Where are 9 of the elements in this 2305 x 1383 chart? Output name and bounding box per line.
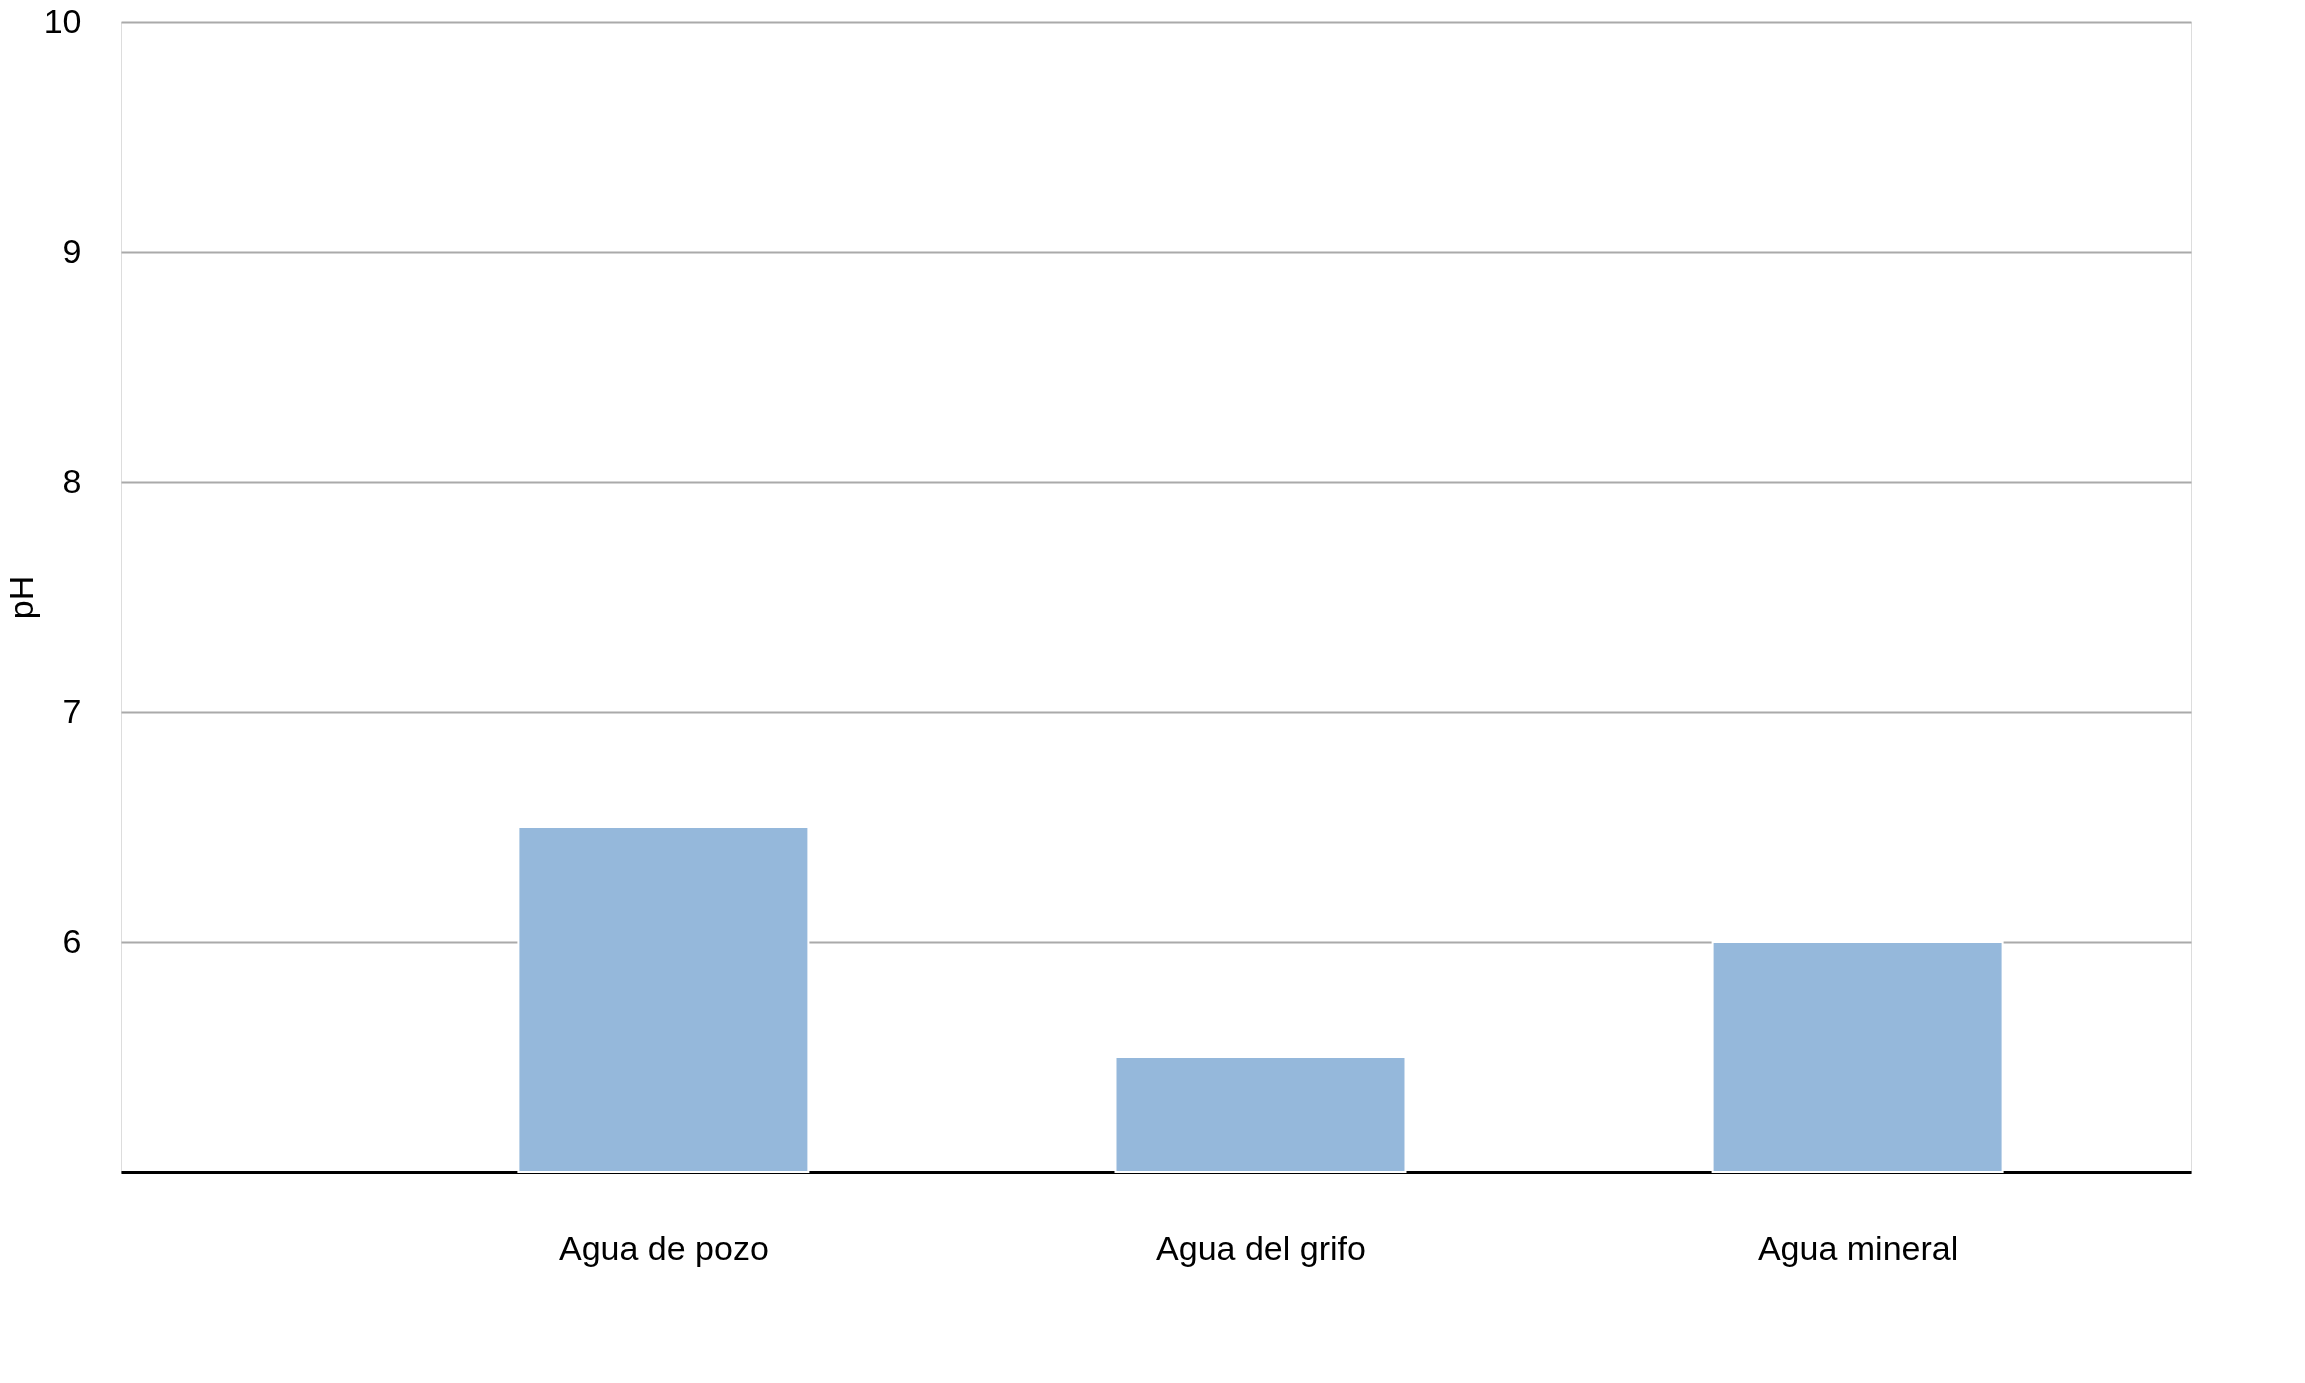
y-tick-label: 9 (62, 231, 82, 270)
y-axis-title: pH (1, 575, 40, 620)
y-tick-label: 8 (62, 461, 82, 500)
x-tick-label: Agua de pozo (558, 1228, 769, 1267)
y-tick-label: 10 (43, 1, 82, 40)
x-tick-label: Agua del grifo (1156, 1228, 1366, 1267)
y-tick-label: 6 (62, 921, 82, 960)
x-tick-label: Agua mineral (1757, 1228, 1959, 1267)
y-tick-label: 7 (62, 691, 82, 730)
